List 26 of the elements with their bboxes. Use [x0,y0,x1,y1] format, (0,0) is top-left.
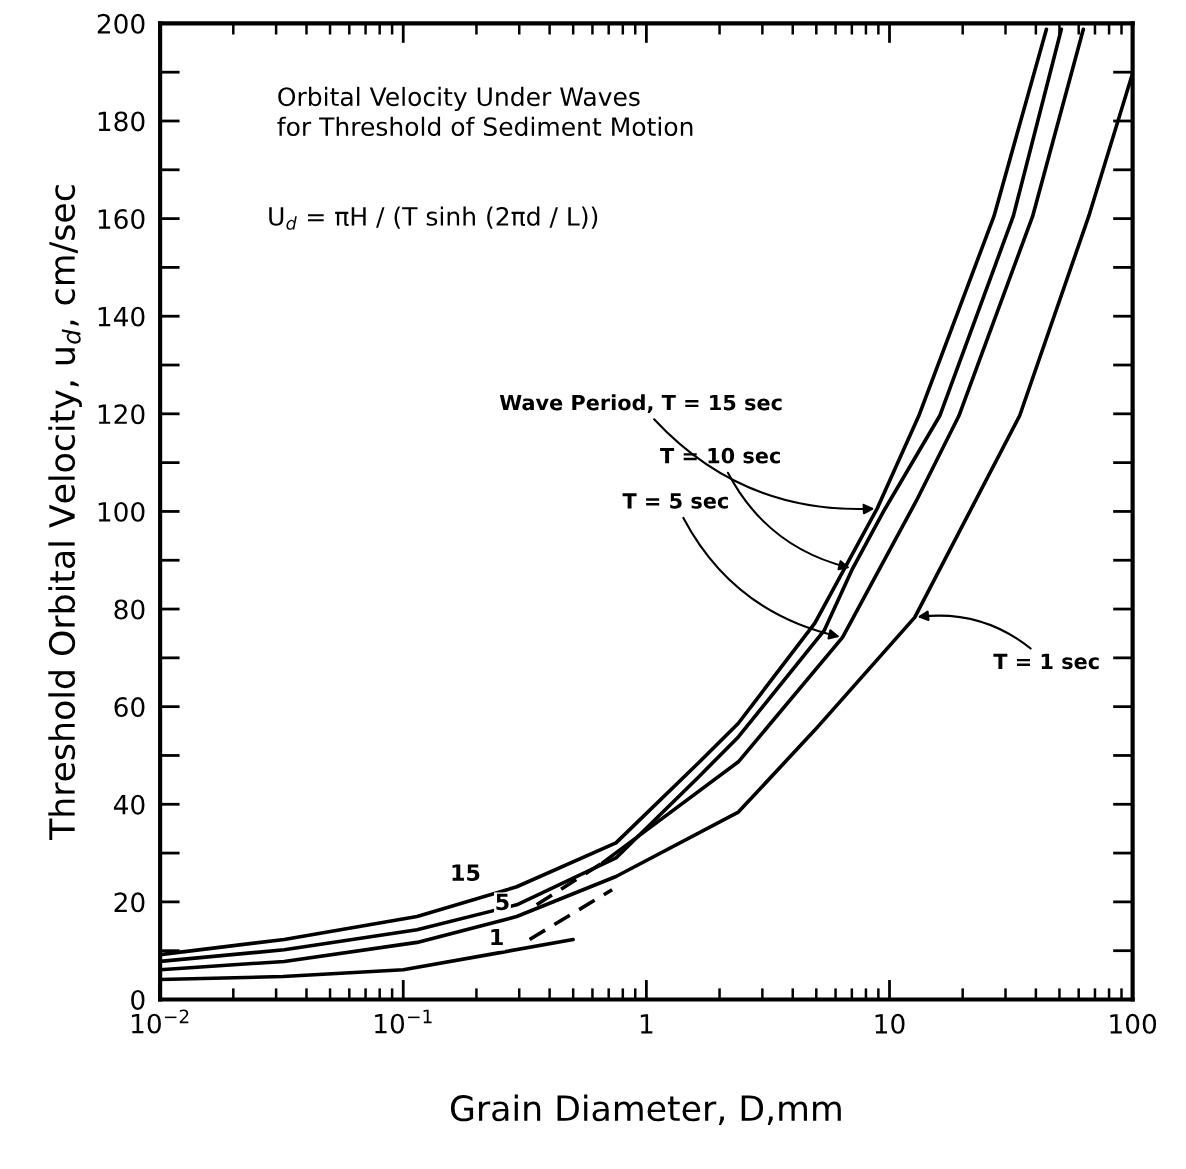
y-tick-label: 160 [98,209,145,229]
x-tick-label: 10$^{−2}$ [132,1009,189,1034]
annotation: 15 [452,864,480,881]
annotation: U$_{d}$ = πH / (T sinh (2πd / L)) [269,206,598,230]
annotation: Wave Period, T = 15 sec [499,394,782,414]
y-tick-label: 120 [98,404,145,425]
y-tick-label: 180 [98,111,145,132]
x-tick-label: 100 [1110,1013,1157,1034]
y-tick-label: 80 [114,599,145,620]
x-tick-label: 10$^{−1}$ [375,1009,432,1034]
y-tick-label: 60 [114,697,145,718]
annotation: T = 5 sec [622,493,728,509]
y-tick-label: 100 [98,501,145,522]
x-tick-label: 10 [875,1013,905,1034]
y-tick-label: 0 [131,989,145,1010]
x-tick-label: 1 [640,1014,653,1034]
annotation: T = 1 sec [993,653,1099,670]
y-tick-label: 20 [114,892,145,913]
annotation: 1 [491,928,503,946]
x-axis-title: Grain Diameter, D,mm [450,1094,841,1125]
y-tick-label: 200 [97,13,145,34]
y-tick-label: 140 [98,306,145,327]
y-axis-title: Threshold Orbital Velocity, u$_{d}$, cm/sec [48,185,82,841]
y-tick-label: 40 [113,794,145,815]
annotation: 5 [496,893,509,911]
text: Orbital Velocity Under Waves for Threshold of Sediment Motion [277,86,693,137]
